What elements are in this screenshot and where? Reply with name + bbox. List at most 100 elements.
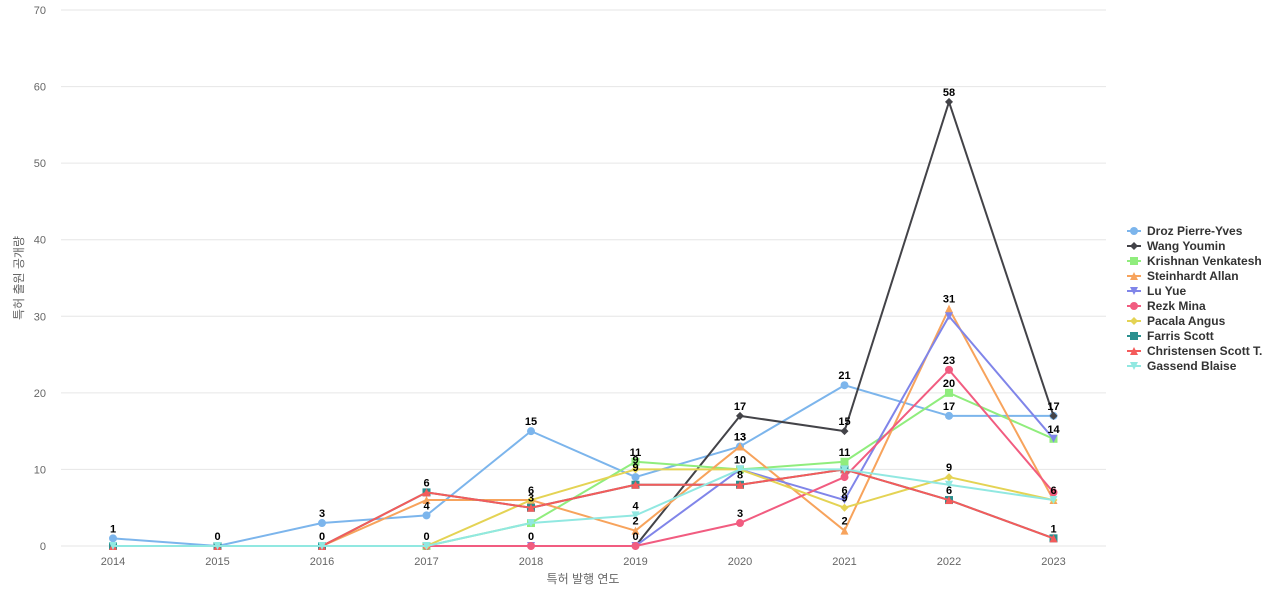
- series-steinhardt-allan: [109, 304, 1058, 550]
- data-label: 20: [943, 378, 955, 390]
- data-label: 23: [943, 355, 955, 367]
- data-point: [945, 97, 953, 106]
- data-point: [840, 427, 849, 436]
- legend-item: Pacala Angus: [1127, 314, 1226, 328]
- data-point: [840, 526, 849, 535]
- data-label: 6: [946, 485, 952, 497]
- legend-marker: [1130, 242, 1138, 250]
- data-label: 9: [946, 462, 952, 474]
- legend-marker: [1130, 332, 1138, 340]
- x-tick-label: 2020: [728, 556, 752, 568]
- data-label: 10: [734, 454, 746, 466]
- series-line: [113, 315, 1055, 547]
- data-label: 58: [943, 87, 955, 99]
- data-label: 15: [838, 416, 850, 428]
- data-label: 9: [841, 493, 847, 505]
- series-lines: [109, 97, 1058, 550]
- x-tick-label: 2023: [1041, 556, 1065, 568]
- data-point: [840, 473, 849, 482]
- data-label: 3: [528, 493, 534, 505]
- data-label: 0: [319, 531, 325, 543]
- data-point: [736, 442, 744, 451]
- data-point: [840, 465, 849, 474]
- data-point: [945, 480, 953, 489]
- data-label: 17: [943, 401, 955, 413]
- legend-marker: [1130, 347, 1138, 355]
- legend-label: Steinhardt Allan: [1147, 269, 1239, 283]
- data-point: [631, 465, 640, 474]
- data-point: [527, 427, 535, 436]
- series-droz-pierre-yves: [109, 381, 1058, 550]
- data-point: [945, 304, 953, 313]
- data-point: [631, 511, 640, 520]
- data-point: [631, 480, 640, 489]
- x-axis-ticks: 2014 2015 2016 2017 2018 2019 2020 2021 2022 2023: [101, 556, 1066, 568]
- data-point: [527, 542, 535, 550]
- legend-item: Lu Yue: [1127, 284, 1186, 298]
- data-label: 6: [1050, 485, 1056, 497]
- data-point: [109, 542, 117, 550]
- data-label: 0: [632, 531, 638, 543]
- series-line: [113, 307, 1055, 547]
- legend-marker: [1130, 227, 1138, 235]
- data-point: [736, 480, 744, 489]
- legend-marker: [1130, 362, 1138, 370]
- data-point: [945, 496, 953, 505]
- data-point: [631, 542, 640, 550]
- legend-label: Christensen Scott T.: [1147, 344, 1262, 358]
- data-point: [945, 388, 953, 397]
- data-point: [1049, 411, 1058, 420]
- legend-marker: [1130, 272, 1138, 280]
- data-point: [631, 526, 640, 535]
- data-label: 15: [525, 416, 537, 428]
- data-point: [422, 511, 431, 520]
- legend-marker: [1130, 302, 1138, 310]
- y-tick-label: 30: [34, 311, 46, 323]
- data-point: [945, 473, 953, 482]
- y-tick-label: 70: [34, 5, 46, 17]
- data-label: 0: [214, 531, 220, 543]
- data-label: 9: [632, 454, 638, 466]
- legend-marker: [1130, 287, 1138, 295]
- legend-item: Krishnan Venkatesh: [1127, 254, 1262, 268]
- series-line: [113, 468, 1054, 547]
- legend-marker: [1130, 257, 1138, 265]
- data-label: 6: [841, 485, 847, 497]
- series-line: [113, 468, 1054, 547]
- data-point: [736, 411, 744, 420]
- data-label: 13: [734, 431, 746, 443]
- data-label: 1: [110, 523, 116, 535]
- data-point: [945, 411, 953, 420]
- data-label: 8: [737, 470, 743, 482]
- legend-label: Farris Scott: [1147, 329, 1214, 343]
- x-tick-label: 2019: [623, 556, 647, 568]
- series-line: [113, 468, 1054, 547]
- y-tick-label: 40: [34, 235, 46, 247]
- data-point: [945, 365, 953, 374]
- data-label: 14: [1047, 424, 1060, 436]
- series-farris-scott: [109, 465, 1058, 550]
- x-tick-label: 2021: [832, 556, 856, 568]
- data-point: [840, 381, 849, 390]
- y-tick-label: 20: [34, 388, 46, 400]
- y-tick-label: 10: [34, 464, 46, 476]
- data-point: [840, 457, 849, 466]
- legend-marker: [1130, 317, 1138, 325]
- series-pacala-angus: [109, 465, 1058, 550]
- data-label: 21: [838, 370, 850, 382]
- legend-item: Rezk Mina: [1127, 299, 1206, 313]
- data-point: [631, 457, 640, 466]
- series-christensen-scott-t: [109, 465, 1058, 550]
- data-point: [109, 534, 117, 543]
- legend-item: Gassend Blaise: [1127, 359, 1237, 373]
- data-label: 0: [423, 531, 429, 543]
- data-label: 6: [528, 485, 534, 497]
- y-axis-title: 특허 출원 공개량: [12, 236, 26, 320]
- data-point: [1049, 488, 1058, 497]
- data-point: [527, 503, 535, 512]
- legend-label: Krishnan Venkatesh: [1147, 254, 1262, 268]
- legend-label: Rezk Mina: [1147, 299, 1206, 313]
- data-label: 11: [839, 447, 851, 459]
